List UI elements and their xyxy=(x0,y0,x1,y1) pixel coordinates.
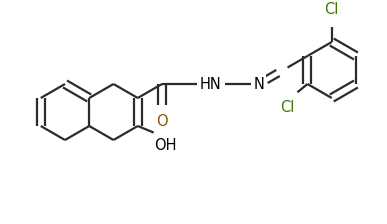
Text: Cl: Cl xyxy=(280,101,295,116)
Text: N: N xyxy=(253,77,264,91)
Text: O: O xyxy=(156,114,168,129)
Text: HN: HN xyxy=(200,77,221,91)
Text: OH: OH xyxy=(154,138,176,153)
Text: Cl: Cl xyxy=(325,2,339,17)
